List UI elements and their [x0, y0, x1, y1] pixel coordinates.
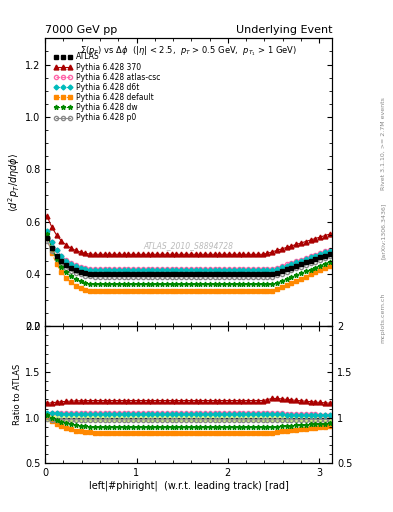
Text: $\Sigma(p_T)$ vs $\Delta\phi$  ($|\eta|$ < 2.5,  $p_T$ > 0.5 GeV,  $p_{T_1}$ > 1: $\Sigma(p_T)$ vs $\Delta\phi$ ($|\eta|$ … — [80, 44, 297, 58]
Line: Pythia 6.428 d6t: Pythia 6.428 d6t — [45, 229, 331, 272]
Line: Pythia 6.428 default: Pythia 6.428 default — [45, 236, 331, 293]
Pythia 6.428 dw — [93, 281, 97, 287]
Pythia 6.428 atlas-csc — [121, 266, 126, 272]
Pythia 6.428 p0 — [45, 238, 50, 244]
Pythia 6.428 default — [121, 288, 126, 294]
Pythia 6.428 default — [227, 288, 231, 294]
Pythia 6.428 atlas-csc — [93, 266, 97, 272]
Pythia 6.428 d6t — [45, 228, 50, 234]
Pythia 6.428 atlas-csc — [131, 266, 136, 272]
Pythia 6.428 370 — [140, 251, 145, 258]
Pythia 6.428 p0 — [227, 273, 231, 280]
Pythia 6.428 atlas-csc — [145, 266, 150, 272]
Text: mcplots.cern.ch: mcplots.cern.ch — [381, 292, 386, 343]
ATLAS — [97, 271, 102, 277]
Pythia 6.428 default — [327, 263, 332, 269]
Text: [arXiv:1306.3436]: [arXiv:1306.3436] — [381, 202, 386, 259]
ATLAS — [327, 251, 332, 257]
Pythia 6.428 atlas-csc — [45, 229, 50, 235]
Pythia 6.428 p0 — [327, 253, 332, 260]
ATLAS — [131, 271, 136, 277]
Pythia 6.428 d6t — [121, 267, 126, 273]
Pythia 6.428 d6t — [227, 267, 231, 273]
Text: 7000 GeV pp: 7000 GeV pp — [45, 25, 118, 35]
Text: Underlying Event: Underlying Event — [235, 25, 332, 35]
Pythia 6.428 atlas-csc — [327, 247, 332, 253]
Pythia 6.428 370 — [327, 231, 332, 237]
Pythia 6.428 d6t — [97, 267, 102, 273]
Pythia 6.428 dw — [45, 230, 50, 237]
Pythia 6.428 370 — [121, 251, 126, 258]
Line: ATLAS: ATLAS — [44, 236, 332, 276]
ATLAS — [227, 271, 231, 277]
Text: Rivet 3.1.10, >= 2.7M events: Rivet 3.1.10, >= 2.7M events — [381, 97, 386, 190]
ATLAS — [140, 271, 145, 277]
ATLAS — [45, 235, 50, 241]
Pythia 6.428 370 — [45, 213, 50, 219]
Pythia 6.428 default — [145, 288, 150, 294]
Pythia 6.428 default — [140, 288, 145, 294]
Pythia 6.428 p0 — [93, 273, 97, 280]
Line: Pythia 6.428 370: Pythia 6.428 370 — [44, 214, 332, 257]
Y-axis label: Ratio to ATLAS: Ratio to ATLAS — [13, 364, 22, 425]
Legend: ATLAS, Pythia 6.428 370, Pythia 6.428 atlas-csc, Pythia 6.428 d6t, Pythia 6.428 : ATLAS, Pythia 6.428 370, Pythia 6.428 at… — [52, 51, 162, 124]
Pythia 6.428 dw — [145, 281, 150, 287]
Pythia 6.428 p0 — [140, 273, 145, 280]
Line: Pythia 6.428 atlas-csc: Pythia 6.428 atlas-csc — [45, 230, 332, 271]
Pythia 6.428 p0 — [121, 273, 126, 280]
Pythia 6.428 d6t — [93, 267, 97, 273]
Y-axis label: $\langle d^2 p_T/d\eta d\phi\rangle$: $\langle d^2 p_T/d\eta d\phi\rangle$ — [6, 153, 22, 212]
ATLAS — [121, 271, 126, 277]
Pythia 6.428 atlas-csc — [97, 266, 102, 272]
Pythia 6.428 370 — [93, 251, 97, 258]
Pythia 6.428 atlas-csc — [227, 266, 231, 272]
Pythia 6.428 370 — [97, 251, 102, 258]
Pythia 6.428 default — [45, 235, 50, 241]
Pythia 6.428 default — [131, 288, 136, 294]
Pythia 6.428 dw — [140, 281, 145, 287]
Pythia 6.428 370 — [131, 251, 136, 258]
X-axis label: left|#phiright|  (w.r.t. leading track) [rad]: left|#phiright| (w.r.t. leading track) [… — [89, 481, 288, 492]
Pythia 6.428 p0 — [131, 273, 136, 280]
Pythia 6.428 default — [97, 288, 102, 294]
Pythia 6.428 dw — [97, 281, 102, 287]
Pythia 6.428 dw — [227, 281, 231, 287]
Pythia 6.428 dw — [327, 259, 332, 265]
ATLAS — [93, 271, 97, 277]
ATLAS — [145, 271, 150, 277]
Text: ATLAS_2010_S8894728: ATLAS_2010_S8894728 — [143, 241, 234, 250]
Pythia 6.428 d6t — [131, 267, 136, 273]
Line: Pythia 6.428 dw: Pythia 6.428 dw — [44, 231, 332, 287]
Pythia 6.428 p0 — [145, 273, 150, 280]
Pythia 6.428 370 — [227, 251, 231, 258]
Pythia 6.428 d6t — [327, 248, 332, 254]
Line: Pythia 6.428 p0: Pythia 6.428 p0 — [45, 239, 332, 279]
Pythia 6.428 370 — [145, 251, 150, 258]
Pythia 6.428 d6t — [145, 267, 150, 273]
Pythia 6.428 atlas-csc — [140, 266, 145, 272]
Pythia 6.428 d6t — [140, 267, 145, 273]
Pythia 6.428 dw — [121, 281, 126, 287]
Pythia 6.428 p0 — [97, 273, 102, 280]
Pythia 6.428 default — [93, 288, 97, 294]
Pythia 6.428 dw — [131, 281, 136, 287]
